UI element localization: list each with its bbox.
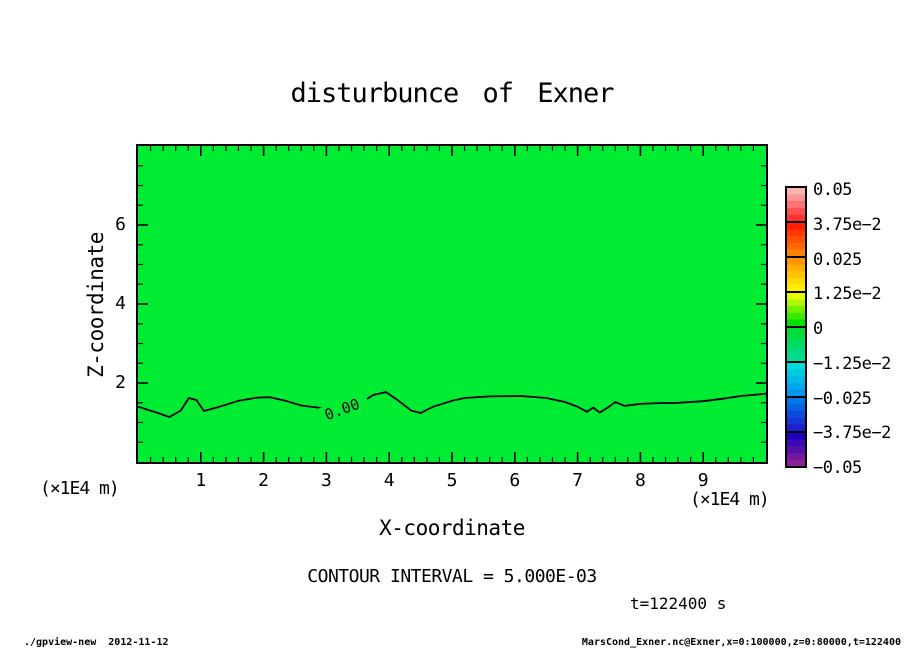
- colorbar-label: −1.25e−2: [813, 353, 891, 374]
- colorbar-segment: [787, 328, 805, 363]
- colorbar-label: −3.75e−2: [813, 423, 891, 444]
- colorbar-label: 0: [813, 319, 823, 339]
- colorbar-segment: [787, 223, 805, 258]
- x-tick-label: 4: [383, 470, 395, 491]
- colorbar-label: −0.025: [813, 388, 872, 409]
- x-tick-label: 7: [572, 470, 584, 491]
- contour-interval-note: CONTOUR INTERVAL = 5.000E-03: [307, 566, 597, 587]
- plot-svg: 0.00: [138, 146, 766, 462]
- plot-frame: 0.00: [136, 144, 768, 464]
- x-tick-label: 8: [634, 470, 646, 491]
- x-tick-label: 9: [697, 470, 709, 491]
- colorbar-label: 1.25e−2: [813, 284, 882, 305]
- x-tick-label: 5: [446, 470, 458, 491]
- contour-label: 0.00: [322, 395, 362, 424]
- colorbar-segment: [787, 398, 805, 433]
- z-axis-unit-label: (×1E4 m): [40, 478, 120, 499]
- x-tick-label: 3: [320, 470, 332, 491]
- colorbar-segment: [787, 188, 805, 223]
- footer-source-text: MarsCond_Exner.nc@Exner,x=0:100000,z=0:8…: [581, 637, 901, 648]
- x-tick-label: 6: [509, 470, 521, 491]
- colorbar-segment: [787, 258, 805, 293]
- colorbar: [785, 186, 807, 468]
- contour-label-mask: [313, 391, 371, 428]
- colorbar-label: 3.75e−2: [813, 214, 882, 235]
- footer-command-text: ./gpview-new 2012-11-12: [24, 637, 169, 648]
- colorbar-segment: [787, 363, 805, 398]
- colorbar-segment: [787, 433, 805, 466]
- colorbar-label: 0.025: [813, 249, 862, 270]
- page-title: disturbunce of Exner: [290, 78, 614, 109]
- z-tick-label: 4: [115, 293, 126, 314]
- colorbar-segment: [787, 293, 805, 328]
- colorbar-label: 0.05: [813, 180, 852, 200]
- time-note: t=122400 s: [630, 594, 727, 613]
- colorbar-label: −0.05: [813, 458, 862, 478]
- x-tick-label: 2: [258, 470, 270, 491]
- x-axis-unit-label: (×1E4 m): [690, 489, 770, 510]
- z-tick-label: 2: [115, 372, 126, 393]
- x-axis-label: X-coordinate: [379, 516, 525, 540]
- zero-contour-line: [138, 391, 766, 418]
- z-tick-label: 6: [115, 214, 126, 235]
- x-tick-label: 1: [195, 470, 207, 491]
